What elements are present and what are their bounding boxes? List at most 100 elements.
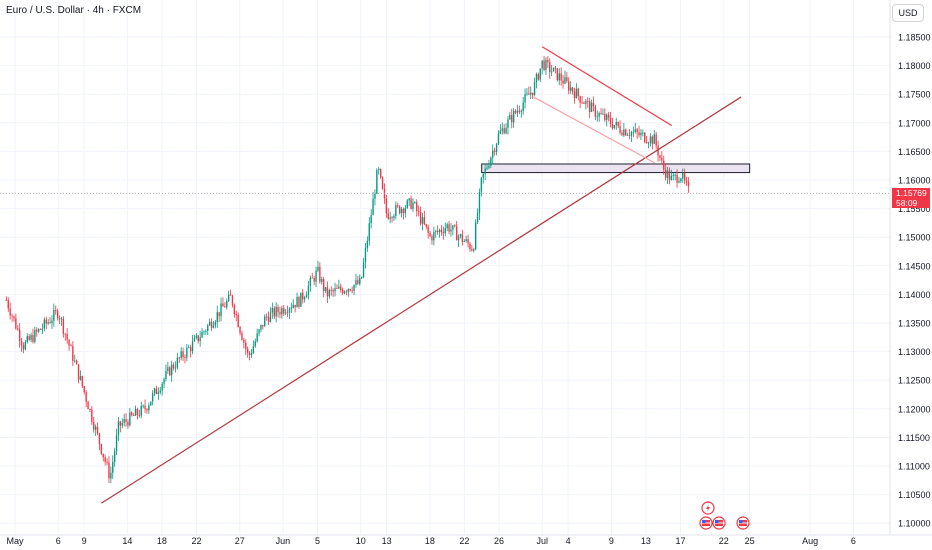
flag-canton xyxy=(739,520,743,523)
candle-body xyxy=(214,321,217,326)
price-tick-label: 1.13000 xyxy=(898,347,931,357)
candle-body xyxy=(423,217,426,225)
candle-body xyxy=(155,388,158,395)
candle-body xyxy=(330,290,332,291)
price-tick-label: 1.16000 xyxy=(898,176,931,186)
candle-body xyxy=(560,73,562,81)
candle-body xyxy=(178,357,180,359)
price-tick-label: 1.14000 xyxy=(898,290,931,300)
candle-body xyxy=(340,286,342,290)
candle-body xyxy=(408,198,410,201)
candle-body xyxy=(81,376,84,387)
candle-body xyxy=(239,327,241,333)
candle-body xyxy=(638,132,640,136)
lightning-icon xyxy=(701,501,715,515)
candle-body xyxy=(556,68,559,81)
candle-body xyxy=(619,126,621,133)
candle-body xyxy=(425,224,427,227)
candle-body xyxy=(284,312,287,314)
candle-body xyxy=(497,133,500,144)
candle-body xyxy=(319,266,321,282)
candle-body xyxy=(32,335,34,342)
candle-body xyxy=(484,168,486,174)
candle-body xyxy=(442,232,445,234)
time-tick-label: 13 xyxy=(382,536,392,546)
candle-body xyxy=(201,331,203,338)
candle-body xyxy=(465,239,467,242)
candle-body xyxy=(554,67,557,69)
candle-body xyxy=(433,231,435,241)
candle-body xyxy=(488,165,490,168)
candle-body xyxy=(615,121,617,126)
candle-body xyxy=(235,314,237,316)
candle-body xyxy=(161,383,163,391)
candle-body xyxy=(417,211,420,212)
candle-body xyxy=(596,116,598,118)
candle-body xyxy=(547,59,549,63)
candle-body xyxy=(528,93,530,95)
candle-body xyxy=(134,409,137,416)
symbol-title[interactable]: Euro / U.S. Dollar · 4h · FXCM xyxy=(6,5,142,16)
candle-body xyxy=(311,277,313,279)
currency-button[interactable]: USD xyxy=(892,4,924,22)
candle-body xyxy=(322,279,325,291)
candle-body xyxy=(283,308,285,314)
candle-body xyxy=(94,426,97,430)
candle-body xyxy=(383,188,386,199)
candle-body xyxy=(328,290,331,297)
candle-body xyxy=(531,92,534,96)
price-tick-label: 1.15500 xyxy=(898,204,931,214)
candle-body xyxy=(626,134,629,136)
candle-body xyxy=(288,308,291,313)
candle-body xyxy=(359,278,361,284)
candle-body xyxy=(683,173,686,181)
candle-body xyxy=(653,134,655,144)
candle-body xyxy=(205,330,207,332)
candle-body xyxy=(165,371,167,379)
candle-body xyxy=(51,320,53,323)
candle-body xyxy=(512,110,515,123)
price-tick-label: 1.12000 xyxy=(898,404,931,414)
candle-body xyxy=(60,318,63,320)
candle-body xyxy=(172,364,175,369)
candle-body xyxy=(482,173,484,178)
candle-body xyxy=(579,96,581,103)
candle-body xyxy=(151,393,154,402)
candle-body xyxy=(391,217,393,219)
candle-body xyxy=(290,307,293,309)
candle-body xyxy=(317,266,319,271)
candle-body xyxy=(566,77,568,82)
candle-body xyxy=(613,125,616,129)
candle-body xyxy=(252,346,255,354)
candle-body xyxy=(220,303,222,317)
candle-body xyxy=(302,292,304,300)
candle-body xyxy=(26,336,28,343)
candle-body xyxy=(376,170,378,194)
candle-body xyxy=(273,308,275,317)
candle-body xyxy=(37,329,40,332)
candle-body xyxy=(326,287,329,297)
candle-body xyxy=(188,347,190,349)
price-tick-label: 1.17500 xyxy=(898,90,931,100)
candle-body xyxy=(668,170,671,181)
candle-body xyxy=(347,289,350,292)
candle-body xyxy=(436,230,439,232)
time-tick-label: 9 xyxy=(609,536,614,546)
candle-body xyxy=(83,386,85,393)
candle-body xyxy=(144,405,146,410)
candle-body xyxy=(585,100,587,104)
candle-body xyxy=(100,444,103,454)
candle-body xyxy=(429,232,431,237)
candle-body xyxy=(505,127,507,134)
candle-body xyxy=(271,308,274,313)
candle-body xyxy=(113,451,116,462)
last-price-label: 1.15769 58:09 xyxy=(892,188,930,208)
candle-body xyxy=(366,240,369,248)
candle-body xyxy=(246,348,249,353)
candle-body xyxy=(535,74,538,83)
candle-body xyxy=(406,200,408,208)
candle-body xyxy=(75,360,78,365)
candle-body xyxy=(159,390,161,393)
candle-body xyxy=(647,142,650,144)
